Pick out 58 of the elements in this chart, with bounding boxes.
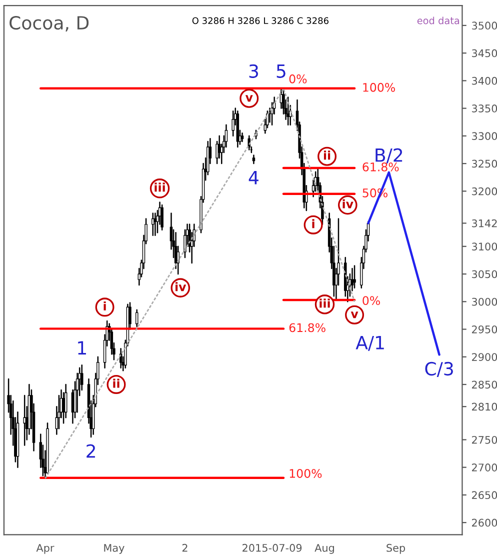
annotation: iv — [176, 282, 186, 292]
annotation: 3 — [249, 64, 258, 78]
y-tick-label: 3450 — [472, 49, 497, 58]
y-tick-label: 3050 — [472, 270, 497, 278]
x-tick-label: Apr — [36, 544, 54, 554]
x-tick-label: May — [104, 544, 124, 554]
y-tick-label: 3142 — [472, 219, 497, 228]
annotation: 0% — [362, 296, 380, 306]
annotation: iv — [342, 199, 354, 208]
annotation: 4 — [248, 171, 258, 184]
x-tick-label: Aug — [314, 544, 334, 554]
y-tick-label: 2600 — [472, 518, 497, 527]
y-tick-label: 3500 — [472, 22, 497, 30]
y-tick-label: 3200 — [472, 187, 497, 196]
annotation: iii — [154, 182, 165, 192]
annotation: iii — [320, 298, 330, 308]
annotation: v — [350, 312, 358, 318]
y-tick-label: 3400 — [472, 76, 497, 85]
annotation: v — [245, 95, 253, 102]
y-tick-label: 2650 — [472, 491, 497, 500]
y-tick-label: 3300 — [472, 132, 497, 140]
x-tick-label: 2015-07-09 — [242, 544, 302, 552]
x-tick-label: 2 — [182, 544, 188, 552]
y-tick-label: 2700 — [472, 464, 497, 472]
annotation: 0% — [289, 74, 307, 84]
candlestick — [23, 394, 26, 446]
annotation: ii — [113, 378, 120, 388]
y-tick-label: 2850 — [472, 380, 497, 389]
y-tick-label: 2750 — [472, 436, 497, 444]
text: Cocoa, D — [10, 16, 89, 32]
candlestick — [152, 212, 154, 236]
annotation: B/2 — [376, 148, 402, 164]
annotation: O 3286 H 3286 L 3286 C 3286 — [192, 17, 328, 24]
annotation: A/1 — [356, 336, 384, 351]
annotation: ii — [324, 150, 330, 160]
y-tick-label: 3350 — [472, 104, 497, 112]
candlestick — [135, 309, 138, 328]
y-tick-label: 2950 — [472, 325, 497, 334]
y-tick-label: 3100 — [472, 242, 497, 250]
y-tick-label: 3000 — [472, 298, 497, 306]
candlestick — [232, 110, 234, 137]
y-tick-label: 2810 — [472, 402, 497, 411]
annotation: 2 — [86, 444, 95, 458]
annotation: C/3 — [425, 362, 453, 377]
annotation: 61.8% — [362, 162, 399, 172]
annotation: i — [104, 301, 106, 310]
y-tick-label: 3250 — [472, 160, 497, 168]
annotation: 100% — [290, 469, 322, 478]
annotation: i — [312, 219, 314, 228]
annotation: eod data — [417, 16, 460, 24]
annotation: 61.8% — [289, 323, 326, 332]
y-tick-label: 2900 — [472, 353, 497, 361]
annotation: 100% — [363, 82, 395, 92]
candlestick — [286, 96, 290, 126]
annotation: 5 — [276, 64, 286, 78]
x-tick-label: Sep — [386, 544, 406, 554]
annotation: 1 — [78, 341, 86, 354]
candlestick — [353, 265, 356, 288]
